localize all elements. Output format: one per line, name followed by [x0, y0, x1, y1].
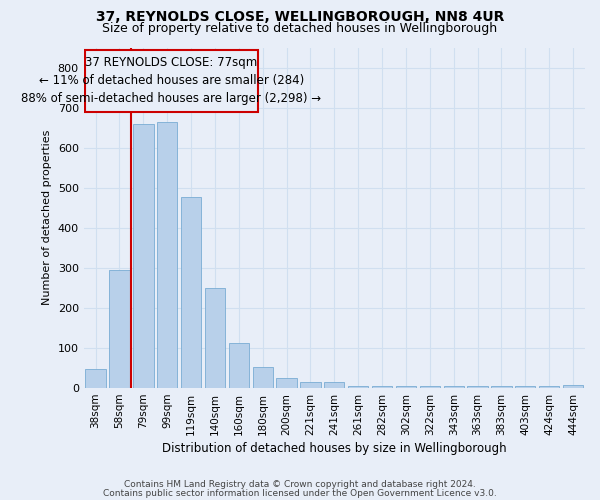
Bar [133, 124, 154, 388]
Bar [467, 386, 488, 388]
Bar [301, 382, 320, 388]
Text: 37, REYNOLDS CLOSE, WELLINGBOROUGH, NN8 4UR: 37, REYNOLDS CLOSE, WELLINGBOROUGH, NN8 … [96, 10, 504, 24]
Bar [157, 122, 178, 388]
Text: Size of property relative to detached houses in Wellingborough: Size of property relative to detached ho… [103, 22, 497, 35]
X-axis label: Distribution of detached houses by size in Wellingborough: Distribution of detached houses by size … [162, 442, 506, 455]
Bar [491, 386, 512, 388]
Bar [515, 386, 535, 388]
Bar [181, 198, 201, 388]
Bar [539, 386, 559, 388]
Bar [372, 386, 392, 388]
Bar [396, 386, 416, 388]
Bar [324, 382, 344, 388]
Bar [205, 288, 225, 388]
Bar [109, 270, 130, 388]
FancyBboxPatch shape [85, 50, 258, 112]
Text: 37 REYNOLDS CLOSE: 77sqm
← 11% of detached houses are smaller (284)
88% of semi-: 37 REYNOLDS CLOSE: 77sqm ← 11% of detach… [22, 56, 322, 105]
Text: Contains public sector information licensed under the Open Government Licence v3: Contains public sector information licen… [103, 488, 497, 498]
Text: Contains HM Land Registry data © Crown copyright and database right 2024.: Contains HM Land Registry data © Crown c… [124, 480, 476, 489]
Bar [563, 386, 583, 388]
Y-axis label: Number of detached properties: Number of detached properties [42, 130, 52, 306]
Bar [419, 386, 440, 388]
Bar [348, 386, 368, 388]
Bar [229, 343, 249, 388]
Bar [443, 386, 464, 388]
Bar [277, 378, 297, 388]
Bar [85, 369, 106, 388]
Bar [253, 367, 273, 388]
